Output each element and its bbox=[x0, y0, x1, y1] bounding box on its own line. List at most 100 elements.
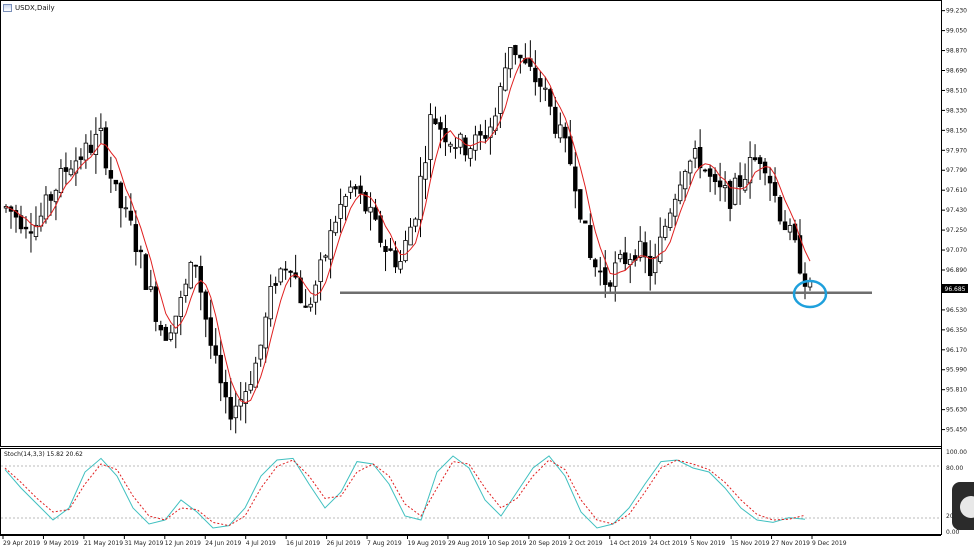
candle-body bbox=[548, 89, 553, 107]
candle-body bbox=[513, 45, 518, 56]
candle-body bbox=[598, 270, 603, 273]
candle-body bbox=[118, 182, 124, 209]
candle-body bbox=[253, 362, 258, 388]
date-label: 9 Dec 2019 bbox=[812, 540, 847, 547]
candle-body bbox=[98, 127, 104, 131]
candle-body bbox=[158, 324, 164, 331]
candle-body bbox=[173, 315, 178, 334]
highlight-circle bbox=[792, 279, 828, 309]
candle-body bbox=[593, 259, 598, 268]
candle-body bbox=[213, 345, 218, 356]
candle-body bbox=[732, 177, 738, 205]
date-label: 31 May 2019 bbox=[124, 540, 163, 547]
moving-average-line bbox=[5, 57, 811, 404]
price-label: 96.350 bbox=[946, 327, 967, 334]
price-label: 96.890 bbox=[946, 267, 967, 274]
candle-body bbox=[263, 316, 268, 349]
candle-body bbox=[378, 215, 383, 243]
candle-body bbox=[343, 196, 348, 207]
candle-body bbox=[33, 224, 39, 237]
candle-body bbox=[273, 283, 278, 286]
candle-body bbox=[403, 240, 408, 262]
price-label: 96.170 bbox=[946, 347, 967, 354]
candle-body bbox=[163, 326, 169, 341]
candle-body bbox=[618, 253, 623, 260]
scroll-widget[interactable] bbox=[952, 482, 974, 530]
candle-body bbox=[238, 399, 243, 407]
price-label: 95.450 bbox=[946, 427, 967, 434]
candle-body bbox=[368, 206, 373, 213]
candle-body bbox=[483, 135, 488, 139]
date-label: 26 Jul 2019 bbox=[327, 540, 361, 547]
candle-body bbox=[553, 106, 558, 134]
candle-body bbox=[682, 171, 688, 190]
candle-body bbox=[133, 224, 139, 253]
candle-body bbox=[323, 255, 328, 258]
candle-body bbox=[123, 207, 129, 210]
candle-body bbox=[643, 242, 648, 258]
chart-window-icon bbox=[3, 4, 12, 12]
date-label: 2 Oct 2019 bbox=[569, 540, 602, 547]
candle-body bbox=[73, 160, 79, 174]
chart-title-text: USDX,Daily bbox=[15, 4, 55, 12]
date-label: 21 May 2019 bbox=[84, 540, 123, 547]
candle-body bbox=[583, 220, 588, 224]
chart-title: USDX,Daily bbox=[3, 3, 55, 13]
candle-body bbox=[153, 286, 159, 322]
candle-body bbox=[28, 231, 34, 234]
candle-body bbox=[103, 127, 109, 169]
price-axis: 99.230 99.050 98.870 98.690 98.510 98.330 98.1… bbox=[941, 8, 967, 434]
candle-body bbox=[508, 47, 513, 70]
candle-body bbox=[393, 250, 398, 268]
price-label: 95.990 bbox=[946, 367, 967, 374]
candle-body bbox=[193, 264, 198, 267]
candle-body bbox=[228, 397, 233, 420]
price-label: 98.870 bbox=[946, 48, 967, 55]
candle-body bbox=[478, 131, 483, 136]
candle-body bbox=[727, 180, 733, 209]
candle-body bbox=[223, 382, 228, 398]
candle-body bbox=[408, 226, 413, 246]
candle-body bbox=[448, 143, 453, 147]
candle-body bbox=[143, 254, 149, 290]
date-label: 29 Apr 2019 bbox=[3, 540, 40, 547]
stoch-main-line bbox=[4, 455, 806, 529]
price-label: 95.630 bbox=[946, 407, 967, 414]
candle-body bbox=[423, 162, 428, 180]
stoch-indicator-label: Stoch(14,3,3) 15.82 20.62 bbox=[4, 451, 83, 458]
candle-body bbox=[433, 118, 438, 125]
candle-body bbox=[418, 175, 423, 221]
candle-body bbox=[268, 286, 273, 320]
date-label: 29 Aug 2019 bbox=[448, 540, 487, 547]
candle-body bbox=[792, 223, 798, 241]
stoch-axis-label: 100.00 bbox=[946, 449, 967, 456]
candle-body bbox=[298, 277, 303, 304]
candle-body bbox=[667, 212, 673, 228]
candle-body bbox=[722, 185, 728, 189]
candle-body bbox=[787, 225, 793, 233]
scroll-knob-icon[interactable] bbox=[960, 496, 974, 518]
stoch-panel-frame bbox=[0, 448, 942, 535]
date-label: 7 Aug 2019 bbox=[367, 540, 402, 547]
candle-body bbox=[283, 268, 288, 271]
candle-body bbox=[243, 391, 248, 404]
date-label: 5 Nov 2019 bbox=[691, 540, 726, 547]
candle-body bbox=[363, 192, 368, 212]
candle-body bbox=[373, 207, 378, 220]
candle-body bbox=[797, 235, 803, 274]
candle-body bbox=[113, 179, 119, 185]
candle-body bbox=[677, 184, 683, 202]
candle-body bbox=[772, 182, 778, 196]
candle-body bbox=[68, 168, 74, 176]
candle-body bbox=[413, 218, 418, 227]
candle-body bbox=[742, 179, 748, 191]
price-label: 96.530 bbox=[946, 307, 967, 314]
candle-body bbox=[23, 226, 29, 230]
price-label: 97.610 bbox=[946, 187, 967, 194]
candle-body bbox=[638, 240, 643, 258]
candle-body bbox=[58, 168, 64, 194]
candle-body bbox=[672, 198, 678, 217]
price-label: 97.790 bbox=[946, 167, 967, 174]
candle-body bbox=[43, 194, 49, 220]
